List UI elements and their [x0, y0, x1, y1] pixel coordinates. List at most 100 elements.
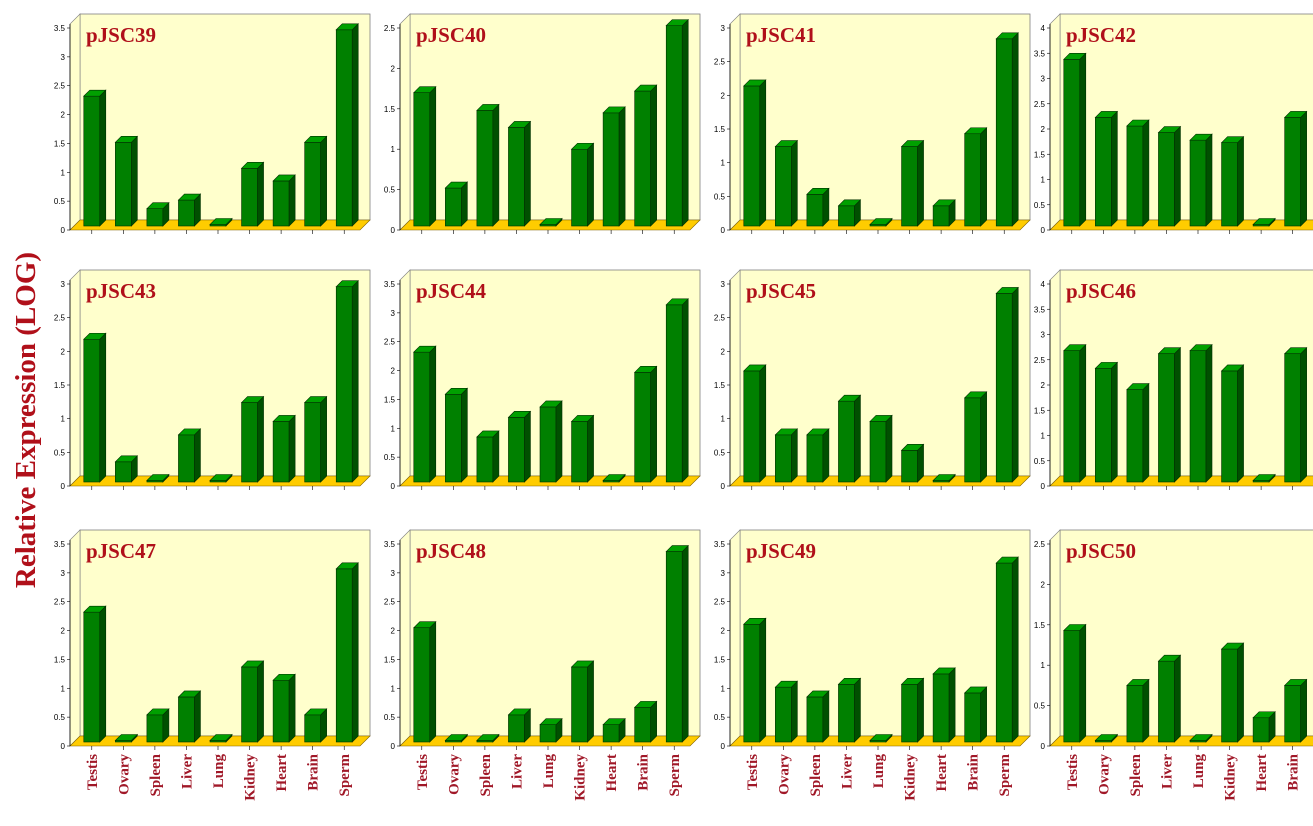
bar-top — [900, 140, 925, 147]
plot-side-wall — [729, 13, 741, 231]
bar-top — [444, 181, 469, 189]
bar-top — [963, 686, 988, 694]
plot-side-wall — [1049, 269, 1061, 487]
y-tick-label: 0.5 — [54, 197, 66, 206]
category-label: Ovary — [1096, 754, 1112, 795]
category-label: Liver — [509, 754, 525, 789]
bar-sperm — [335, 280, 359, 483]
bar-top — [1220, 364, 1245, 372]
category-label: Lung — [211, 754, 227, 789]
bar-side — [791, 428, 798, 483]
y-tick-label: 4 — [1041, 280, 1046, 289]
y-tick-label: 1.5 — [54, 655, 66, 664]
bar-spleen — [806, 428, 830, 483]
bar-side — [822, 187, 830, 227]
bar-front — [775, 686, 792, 743]
bar-front — [665, 304, 683, 483]
bar-spleen — [146, 473, 170, 483]
bar-heart — [602, 106, 626, 227]
bar-sperm — [665, 544, 689, 743]
bar-side — [288, 414, 296, 483]
bar-front — [83, 611, 101, 743]
bar-side — [650, 700, 657, 743]
bar-heart — [1252, 711, 1276, 743]
bar-front — [1126, 389, 1144, 483]
bar-top — [335, 280, 359, 288]
bar-top — [743, 617, 767, 625]
panel-title: pJSC43 — [86, 279, 156, 303]
bar-side — [681, 18, 689, 227]
bar-side — [1300, 678, 1307, 743]
bar-side — [1174, 125, 1181, 227]
y-tick-label: 1.5 — [1034, 150, 1046, 159]
category-label: Lung — [541, 754, 557, 789]
bar-side — [1174, 347, 1181, 483]
plot-side-wall — [1049, 529, 1061, 747]
bar-top — [209, 734, 233, 741]
panel-title: pJSC46 — [1066, 279, 1136, 303]
bar-top — [1189, 133, 1213, 141]
bar-kidney — [1220, 135, 1245, 227]
bar-side — [320, 135, 327, 227]
bar-front — [445, 393, 462, 483]
bar-front — [775, 434, 792, 483]
bar-lung — [539, 400, 563, 483]
bar-top — [1063, 53, 1087, 60]
category-label: Liver — [1159, 754, 1175, 789]
bar-top — [1063, 344, 1087, 352]
bar-side — [1111, 110, 1118, 227]
bar-front — [806, 434, 824, 483]
bar-brain — [963, 127, 988, 227]
bar-front — [1221, 648, 1238, 743]
category-label: Liver — [179, 754, 195, 789]
bar-ovary — [444, 733, 469, 743]
bar-top — [837, 394, 862, 402]
bar-kidney — [900, 677, 925, 743]
y-tick-label: 2 — [1041, 381, 1046, 390]
bar-side — [194, 690, 201, 743]
bar-spleen — [476, 103, 500, 227]
bar-side — [1011, 32, 1019, 227]
y-tick-label: 3 — [61, 280, 66, 289]
category-label: Testis — [415, 754, 431, 790]
bar-heart — [272, 673, 296, 743]
bar-front — [115, 142, 132, 227]
chart-panel-pJSC46: 0 0.5 1 1.5 2 2.5 3 3.5 4 pJSC46 — [1034, 269, 1313, 491]
bar-top — [413, 86, 437, 93]
bar-brain — [963, 686, 988, 743]
bar-heart — [932, 199, 956, 227]
bar-top — [1157, 126, 1182, 133]
bar-side — [854, 394, 861, 483]
y-tick-label: 3.5 — [1034, 49, 1046, 58]
bar-lung — [209, 217, 233, 227]
bar-front — [1063, 350, 1081, 483]
bar-front — [335, 286, 353, 483]
bar-liver — [177, 428, 202, 483]
bar-front — [539, 724, 557, 743]
chart-panel-pJSC44: 0 0.5 1 1.5 2 2.5 3 3.5 pJSC44 — [384, 269, 701, 491]
bar-front — [83, 95, 101, 227]
bar-top — [806, 188, 830, 195]
bar-kidney — [240, 395, 265, 483]
bar-side — [822, 428, 830, 483]
bar-top — [476, 104, 500, 111]
y-tick-label: 3 — [721, 24, 726, 33]
bar-front — [178, 434, 195, 483]
bar-spleen — [1126, 382, 1150, 483]
bar-side — [429, 85, 437, 227]
bar-ovary — [1094, 733, 1119, 743]
plot-side-wall — [399, 269, 411, 487]
bar-top — [444, 734, 469, 741]
bar-top — [1094, 111, 1119, 118]
panel-title: pJSC49 — [746, 539, 816, 563]
bar-top — [995, 32, 1019, 40]
y-tick-label: 0 — [721, 482, 726, 491]
bar-side — [1142, 678, 1150, 743]
bar-side — [791, 680, 798, 743]
y-tick-label: 3.5 — [384, 540, 396, 549]
bar-front — [1252, 717, 1270, 743]
y-tick-label: 3 — [1041, 331, 1046, 340]
bar-top — [665, 19, 689, 26]
y-tick-label: 2.5 — [714, 598, 726, 607]
category-label: Brain — [306, 753, 322, 790]
